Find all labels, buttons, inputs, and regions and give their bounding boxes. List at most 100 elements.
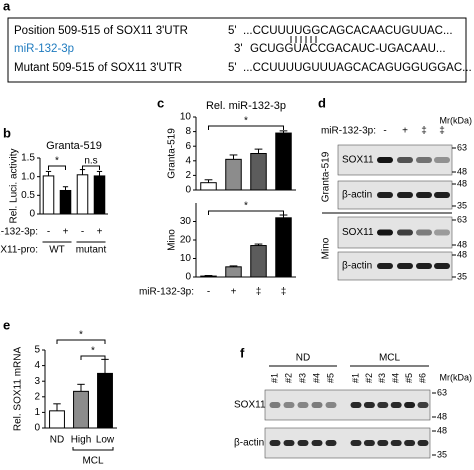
significance-label: * xyxy=(55,156,59,167)
marker-label: 35 xyxy=(457,271,467,281)
band xyxy=(377,229,393,236)
band xyxy=(269,440,281,446)
band xyxy=(434,229,450,236)
lane-label: #5 xyxy=(325,373,335,383)
row-label: miR-132-3p: xyxy=(0,227,38,238)
cell-line-label: Mino xyxy=(321,237,332,259)
marker-label: 63 xyxy=(457,142,467,152)
band xyxy=(434,263,450,269)
sequence: ...CCUUUUGUUUAGCACAGUGGUGGAC... xyxy=(243,62,472,74)
y-tick-label: 8 xyxy=(185,126,191,137)
blot xyxy=(337,144,453,176)
blot xyxy=(337,251,453,281)
blot xyxy=(264,389,431,421)
y-axis-label: Rel. SOX11 mRNA xyxy=(13,347,24,432)
y-tick-label: 4 xyxy=(185,155,191,166)
lane-label: #6 xyxy=(417,373,427,383)
significance-bracket xyxy=(56,339,106,344)
band xyxy=(377,263,393,269)
lane-label: #1 xyxy=(350,373,360,383)
marker-label: 35 xyxy=(457,200,467,210)
bar xyxy=(59,189,72,215)
base-pairing xyxy=(290,36,317,43)
x-tick-label: + xyxy=(63,227,69,238)
lane-label: #4 xyxy=(391,373,401,383)
y-tick-label: 0 xyxy=(29,209,35,220)
panel-label: c xyxy=(157,95,164,110)
x-tick-label: ND xyxy=(50,435,64,446)
bar xyxy=(275,217,292,278)
x-tick-label: + xyxy=(231,287,237,298)
treatment: ‡ xyxy=(439,126,445,137)
bar xyxy=(42,175,55,215)
y-axis-label: Rel. Luci. activity xyxy=(9,148,20,223)
band xyxy=(283,402,295,408)
band xyxy=(350,440,362,446)
treatment: ‡ xyxy=(421,126,427,137)
band xyxy=(297,440,309,446)
y-tick-label: 30 xyxy=(180,216,192,227)
row-label: SOX11-pro: xyxy=(0,245,38,256)
significance-bracket xyxy=(82,165,100,170)
band xyxy=(417,440,429,446)
panel-label: b xyxy=(3,125,11,140)
chart-title: Granta-519 xyxy=(46,140,102,152)
bar xyxy=(250,153,267,191)
bar xyxy=(275,132,292,191)
significance-label: * xyxy=(244,201,248,212)
significance-label: * xyxy=(91,346,95,357)
significance-label: n.s xyxy=(84,156,97,167)
band xyxy=(363,402,375,408)
group-bracket xyxy=(72,447,114,451)
treatment: - xyxy=(383,126,386,137)
significance-bracket xyxy=(208,210,284,215)
bar xyxy=(225,266,242,278)
band xyxy=(283,440,295,446)
y-tick-label: 2 xyxy=(34,391,40,402)
marker-label: 35 xyxy=(437,449,447,459)
bar xyxy=(200,182,217,191)
band xyxy=(434,157,450,163)
sequence-end: 3' xyxy=(234,43,243,55)
x-tick-label: High xyxy=(71,435,92,446)
sequence-name: Mutant 509-515 of SOX11 3'UTR xyxy=(14,62,182,74)
x-tick-label: - xyxy=(207,287,210,298)
sequence-end: 5' xyxy=(228,62,237,74)
sequence-box xyxy=(7,17,467,83)
group-label: WT xyxy=(49,245,65,256)
bar xyxy=(73,390,89,429)
band xyxy=(434,192,450,198)
y-tick-label: 1.0 xyxy=(21,171,35,182)
band xyxy=(325,440,337,446)
x-tick-label: ‡ xyxy=(281,287,287,298)
blot xyxy=(337,180,453,210)
lane-label: #2 xyxy=(283,373,293,383)
significance-label: * xyxy=(79,330,83,341)
lane-label: #4 xyxy=(311,373,321,383)
y-tick-label: 4 xyxy=(34,360,40,371)
sequence-name: Position 509-515 of SOX11 3'UTR xyxy=(14,25,188,37)
y-tick-label: 5 xyxy=(34,345,40,356)
marker-label: 48 xyxy=(457,178,467,188)
marker-label: 48 xyxy=(457,249,467,259)
band xyxy=(404,440,416,446)
y-tick-label: 1.5 xyxy=(21,153,35,164)
x-tick-label: Low xyxy=(96,435,115,446)
row-label: miR-132-3p: xyxy=(321,126,376,137)
row-label: miR-132-3p: xyxy=(139,287,194,298)
chart-title: Rel. miR-132-3p xyxy=(206,100,286,112)
y-tick-label: 0 xyxy=(34,423,40,434)
panel-label: d xyxy=(318,95,326,110)
group-label: MCL xyxy=(379,353,401,364)
protein-label: β-actin xyxy=(234,438,264,449)
protein-label: SOX11 xyxy=(342,155,374,166)
lane-label: #5 xyxy=(404,373,414,383)
band xyxy=(416,192,432,198)
group-label: ND xyxy=(296,353,310,364)
bar xyxy=(93,175,106,215)
group-label: MCL xyxy=(82,456,104,467)
group-label: mutant xyxy=(76,245,107,256)
treatment: + xyxy=(402,126,408,137)
mw-label: Mr(kDa) xyxy=(440,115,473,125)
